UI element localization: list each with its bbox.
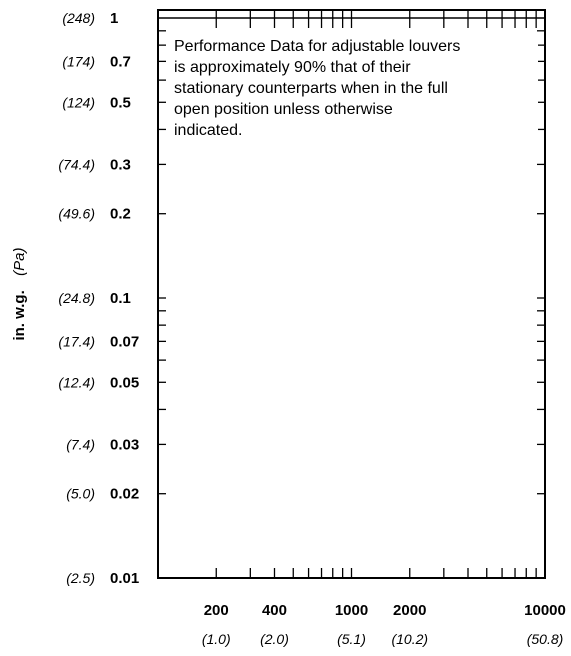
y-tick-label-secondary: (12.4) xyxy=(58,374,95,390)
y-tick-label: 0.05 xyxy=(110,374,139,391)
x-tick-label: 2000 xyxy=(393,602,426,619)
y-tick-label-secondary: (174) xyxy=(62,53,95,69)
y-tick-label-secondary: (7.4) xyxy=(66,436,95,452)
y-tick-label-secondary: (74.4) xyxy=(58,156,95,172)
x-tick-label-secondary: (1.0) xyxy=(202,631,231,647)
y-tick-label-secondary: (5.0) xyxy=(66,486,95,502)
annotation-line: Performance Data for adjustable louvers xyxy=(174,38,460,55)
y-tick-label: 0.5 xyxy=(110,94,131,111)
y-tick-label-secondary: (124) xyxy=(62,94,95,110)
x-tick-label: 200 xyxy=(204,602,229,619)
y-axis-secondary-label: (Pa) xyxy=(11,247,28,275)
tick-marks xyxy=(158,10,545,578)
y-tick-labels: 1 (248) 0.7 (174) 0.5 (124) 0.3 (74.4) 0.2 (49.6)… xyxy=(58,10,139,587)
y-tick-label: 0.01 xyxy=(110,570,139,587)
y-tick-label-secondary: (24.8) xyxy=(58,290,95,306)
annotation-line: indicated. xyxy=(174,122,243,139)
annotation-line: open position unless otherwise xyxy=(174,101,393,118)
x-tick-label-secondary: (10.2) xyxy=(391,631,428,647)
x-tick-label-secondary: (5.1) xyxy=(337,631,366,647)
svg-text:in. w.g. (Pa): in. w.g. (Pa) xyxy=(11,247,28,340)
y-tick-label: 0.02 xyxy=(110,486,139,503)
x-tick-label-secondary: (50.8) xyxy=(527,631,564,647)
x-tick-label: 400 xyxy=(262,602,287,619)
x-tick-labels: 200 (1.0) 400 (2.0) 1000 (5.1) 2000 (10.2) 10000… xyxy=(202,602,566,647)
y-tick-label: 0.1 xyxy=(110,290,131,307)
y-axis-label: in. w.g. xyxy=(11,290,28,340)
annotation-note: Performance Data for adjustable louvers i… xyxy=(168,32,538,152)
y-tick-label: 1 xyxy=(110,10,118,27)
y-tick-label-secondary: (248) xyxy=(62,10,95,26)
y-tick-label: 0.07 xyxy=(110,333,139,350)
y-axis-title: in. w.g. (Pa) xyxy=(11,247,28,340)
x-tick-label: 10000 xyxy=(524,602,566,619)
x-tick-label-secondary: (2.0) xyxy=(260,631,289,647)
annotation-line: stationary counterparts when in the full xyxy=(174,80,448,97)
y-tick-label-secondary: (49.6) xyxy=(58,206,95,222)
y-tick-label-secondary: (2.5) xyxy=(66,570,95,586)
annotation-line: is approximately 90% that of their xyxy=(174,59,411,76)
y-tick-label: 0.03 xyxy=(110,436,139,453)
y-tick-label: 0.3 xyxy=(110,156,131,173)
y-tick-label-secondary: (17.4) xyxy=(58,333,95,349)
y-tick-label: 0.7 xyxy=(110,53,131,70)
y-tick-label: 0.2 xyxy=(110,206,131,223)
x-tick-label: 1000 xyxy=(335,602,368,619)
plot-frame xyxy=(157,9,546,579)
